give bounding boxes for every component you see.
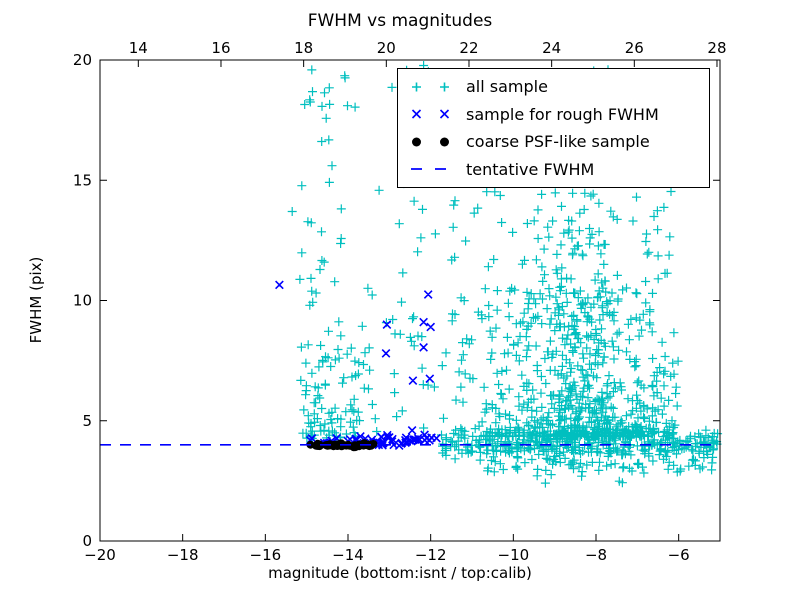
tick-label: −14 xyxy=(332,546,364,564)
legend-label: sample for rough FWHM xyxy=(466,104,659,124)
legend-item-all-sample: all sample xyxy=(406,74,701,100)
legend: all sample sample for rough FWHM coarse … xyxy=(397,68,710,188)
series-all-sample xyxy=(287,61,723,488)
tick-label: 24 xyxy=(542,39,561,57)
tick-label: 22 xyxy=(459,39,478,57)
tick-label: 10 xyxy=(73,292,92,310)
x-axis-label: magnitude (bottom:isnt / top:calib) xyxy=(268,564,532,582)
tick-label: 14 xyxy=(129,39,148,57)
plus-marker-icon xyxy=(412,82,449,92)
tick-label: 26 xyxy=(625,39,644,57)
tick-label: 20 xyxy=(377,39,396,57)
tick-label: 18 xyxy=(294,39,313,57)
tick-label: 15 xyxy=(73,171,92,189)
legend-item-psf-sample: coarse PSF-like sample xyxy=(406,129,701,155)
tick-label: 16 xyxy=(211,39,230,57)
legend-label: all sample xyxy=(466,77,548,97)
tick-label: 28 xyxy=(707,39,726,57)
legend-item-rough-fwhm: sample for rough FWHM xyxy=(406,101,701,127)
tick-label: 5 xyxy=(82,412,92,430)
tick-label: 0 xyxy=(82,532,92,550)
tick-label: −8 xyxy=(585,546,607,564)
tick-label: 20 xyxy=(73,51,92,69)
cross-marker-icon xyxy=(411,109,450,119)
chart-title: FWHM vs magnitudes xyxy=(307,11,493,31)
legend-label: coarse PSF-like sample xyxy=(466,132,650,152)
y-axis-label: FWHM (pix) xyxy=(27,256,45,344)
tick-label: −10 xyxy=(498,546,530,564)
tick-label: −12 xyxy=(415,546,447,564)
tick-label: −6 xyxy=(668,546,690,564)
legend-label: tentative FWHM xyxy=(466,159,595,179)
tick-label: −20 xyxy=(84,546,116,564)
dot-marker-icon xyxy=(412,137,449,147)
dashed-line-icon xyxy=(411,168,446,171)
legend-item-tentative-fwhm: tentative FWHM xyxy=(406,156,701,182)
tick-label: −18 xyxy=(167,546,199,564)
tick-label: −16 xyxy=(250,546,282,564)
series-sample-for-rough-FWHM xyxy=(275,280,441,450)
